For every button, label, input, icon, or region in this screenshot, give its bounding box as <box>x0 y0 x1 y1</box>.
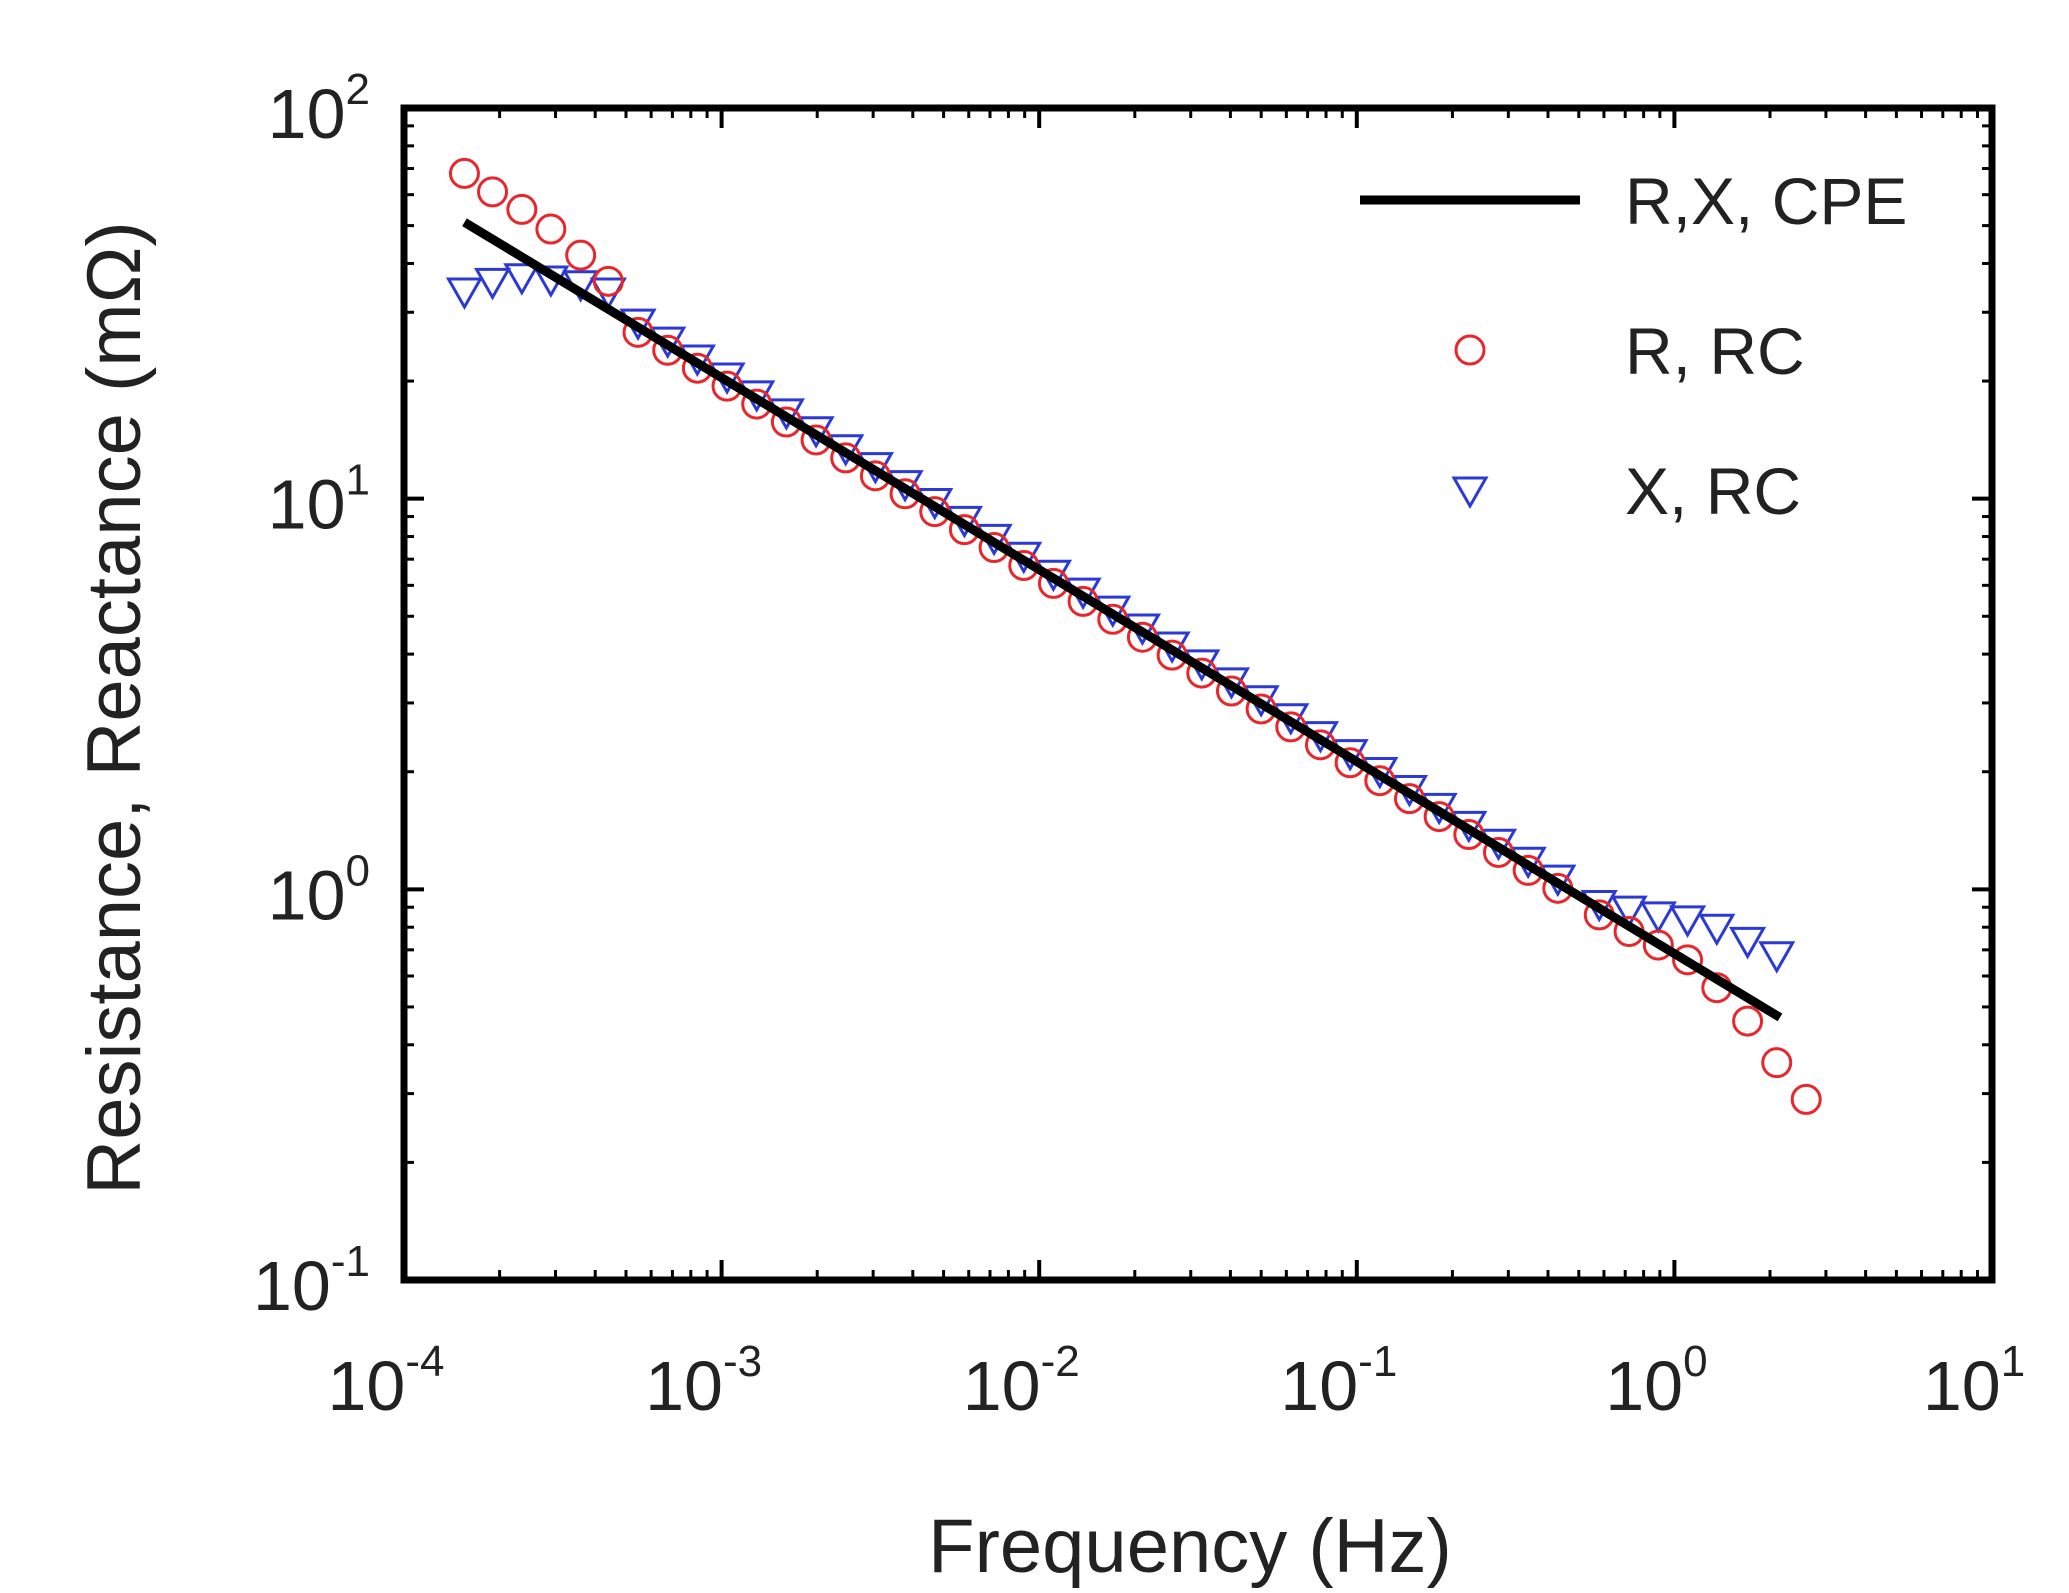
x-axis-label: Frequency (Hz) <box>928 1504 1452 1589</box>
legend-label: X, RC <box>1625 454 1801 528</box>
cpe-fit-line <box>462 218 1783 1022</box>
x-tick-label: 10-4 <box>328 1337 445 1425</box>
r-rc-point <box>1672 944 1704 976</box>
y-tick-label: 100 <box>268 846 370 934</box>
r-rc-point <box>1642 929 1674 961</box>
r-rc-point <box>1790 1083 1822 1115</box>
x-tick-label: 101 <box>1923 1337 2025 1425</box>
legend-circle-swatch <box>1454 334 1486 366</box>
x-rc-point <box>1610 895 1648 929</box>
x-rc-point <box>1698 913 1736 947</box>
r-rc-point <box>565 239 597 271</box>
legend: R,X, CPE R, RC X, RC <box>1360 164 1907 528</box>
x-tick-label: 100 <box>1605 1337 1707 1425</box>
axis-labels: Frequency (Hz) Resistance, Reactance (mΩ… <box>72 221 1452 1589</box>
r-rc-point <box>1732 1005 1764 1037</box>
y-axis-label: Resistance, Reactance (mΩ) <box>72 221 157 1194</box>
x-rc-point <box>1758 941 1796 974</box>
x-rc-point <box>1639 901 1677 934</box>
x-tick-label: 10-1 <box>1280 1337 1397 1425</box>
y-tick-label: 10-1 <box>253 1237 370 1325</box>
r-rc-point <box>535 213 567 245</box>
x-rc-point <box>503 263 541 296</box>
r-rc-point <box>448 157 480 189</box>
legend-label: R, RC <box>1625 314 1805 388</box>
series-layer <box>445 157 1822 1115</box>
plot-area <box>404 108 1992 1280</box>
y-tick-label: 101 <box>268 456 370 544</box>
tick-labels: 10-4 10-3 10-2 10-1 100 101 10-1 100 101 102 <box>253 65 2025 1425</box>
x-tick-label: 10-3 <box>645 1337 762 1425</box>
y-tick-label: 102 <box>268 65 370 153</box>
x-rc-point <box>1668 905 1707 938</box>
r-rc-point <box>506 193 538 225</box>
x-rc-point <box>445 277 484 311</box>
r-rc-point <box>1761 1047 1793 1079</box>
plot-background <box>404 108 1992 1280</box>
x-tick-label: 10-2 <box>963 1337 1080 1425</box>
r-rc-point <box>592 265 624 297</box>
legend-triangle-swatch <box>1451 476 1489 510</box>
x-rc-point <box>1729 926 1767 960</box>
axes-box <box>400 104 1996 1284</box>
plot-frame <box>400 104 1996 1284</box>
x-rc-point <box>473 267 512 301</box>
r-rc-point <box>477 176 509 208</box>
legend-label: R,X, CPE <box>1625 164 1907 238</box>
